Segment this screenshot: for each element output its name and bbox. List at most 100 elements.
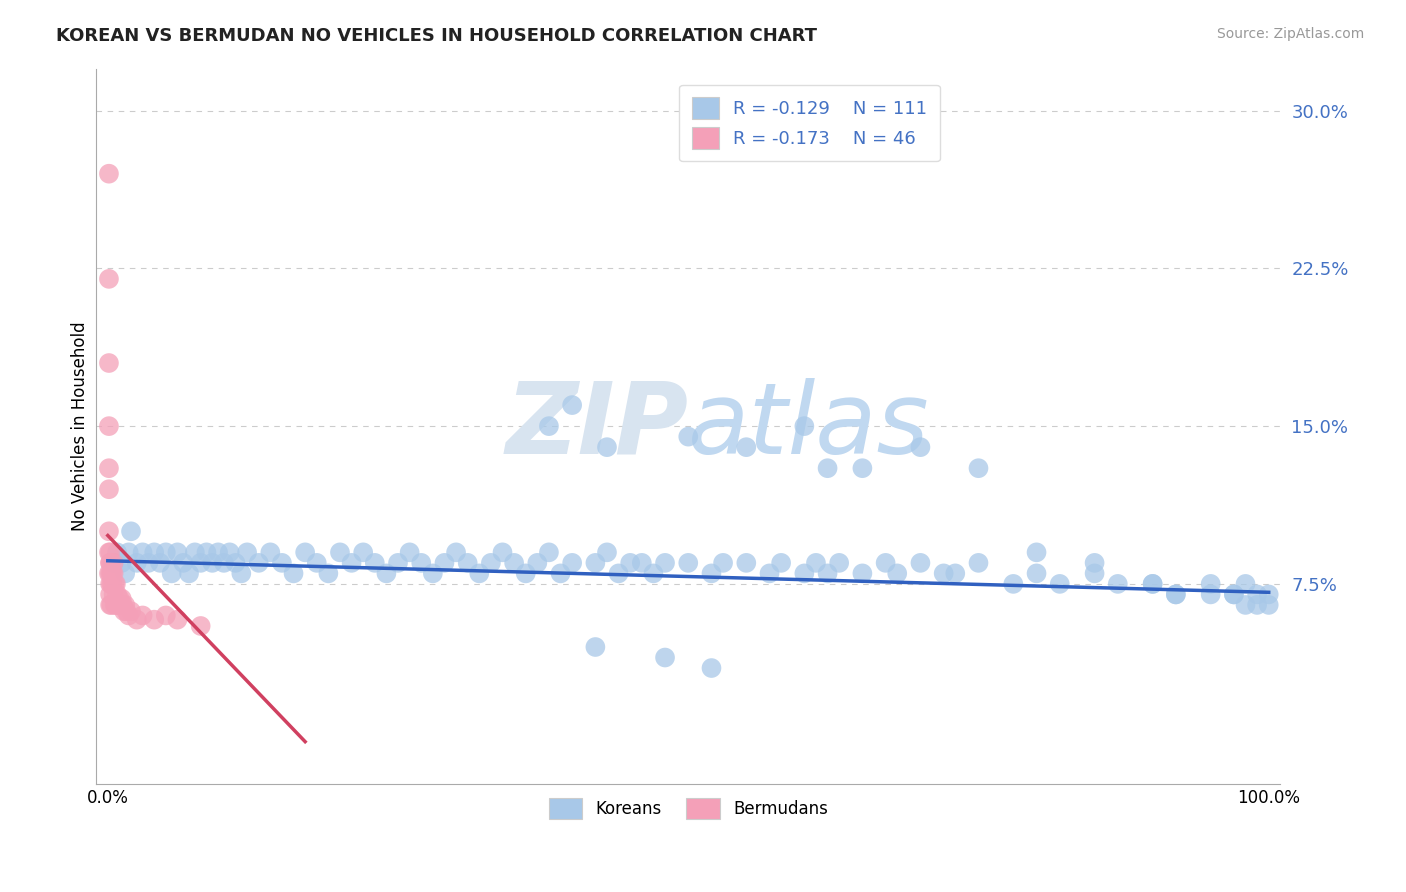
Point — [111, 591, 134, 606]
Text: KOREAN VS BERMUDAN NO VEHICLES IN HOUSEHOLD CORRELATION CHART: KOREAN VS BERMUDAN NO VEHICLES IN HOUSEH… — [56, 27, 817, 45]
Point — [104, 577, 127, 591]
Point — [143, 545, 166, 559]
Point — [1025, 566, 1047, 581]
Point — [103, 556, 125, 570]
Point — [700, 661, 723, 675]
Point — [967, 556, 990, 570]
Point — [1223, 587, 1246, 601]
Point — [817, 566, 839, 581]
Point — [711, 556, 734, 570]
Point — [97, 524, 120, 539]
Point — [100, 556, 122, 570]
Point — [97, 167, 120, 181]
Point — [340, 556, 363, 570]
Point — [387, 556, 409, 570]
Point — [735, 556, 758, 570]
Point — [166, 613, 188, 627]
Point — [700, 566, 723, 581]
Point — [851, 566, 873, 581]
Point — [138, 556, 160, 570]
Point — [118, 545, 141, 559]
Point — [105, 587, 128, 601]
Point — [352, 545, 374, 559]
Point — [98, 556, 121, 570]
Point — [596, 545, 619, 559]
Point — [886, 566, 908, 581]
Point — [259, 545, 281, 559]
Point — [619, 556, 641, 570]
Point — [654, 556, 676, 570]
Point — [166, 545, 188, 559]
Point — [1084, 556, 1107, 570]
Point — [735, 440, 758, 454]
Point — [1049, 577, 1071, 591]
Point — [114, 598, 136, 612]
Point — [1084, 566, 1107, 581]
Text: atlas: atlas — [689, 377, 929, 475]
Point — [247, 556, 270, 570]
Point — [411, 556, 433, 570]
Point — [101, 577, 124, 591]
Point — [118, 608, 141, 623]
Point — [224, 556, 246, 570]
Point — [1164, 587, 1187, 601]
Point — [943, 566, 966, 581]
Point — [537, 545, 560, 559]
Point — [1164, 587, 1187, 601]
Point — [218, 545, 240, 559]
Point — [111, 598, 134, 612]
Point — [1257, 587, 1279, 601]
Point — [97, 272, 120, 286]
Point — [104, 598, 127, 612]
Point — [1002, 577, 1025, 591]
Point — [596, 440, 619, 454]
Point — [271, 556, 294, 570]
Point — [583, 556, 606, 570]
Point — [103, 556, 125, 570]
Text: ZIP: ZIP — [505, 377, 689, 475]
Point — [793, 566, 815, 581]
Point — [398, 545, 420, 559]
Point — [1199, 577, 1222, 591]
Point — [160, 566, 183, 581]
Point — [98, 545, 121, 559]
Legend: Koreans, Bermudans: Koreans, Bermudans — [541, 792, 835, 825]
Point — [1223, 587, 1246, 601]
Point — [1142, 577, 1164, 591]
Point — [967, 461, 990, 475]
Point — [120, 604, 142, 618]
Point — [1199, 587, 1222, 601]
Point — [678, 430, 700, 444]
Point — [515, 566, 537, 581]
Point — [654, 650, 676, 665]
Point — [103, 566, 125, 581]
Point — [422, 566, 444, 581]
Point — [1234, 598, 1257, 612]
Point — [630, 556, 652, 570]
Point — [98, 598, 121, 612]
Point — [503, 556, 526, 570]
Point — [97, 545, 120, 559]
Point — [828, 556, 851, 570]
Y-axis label: No Vehicles in Household: No Vehicles in Household — [72, 321, 89, 531]
Text: Source: ZipAtlas.com: Source: ZipAtlas.com — [1216, 27, 1364, 41]
Point — [97, 419, 120, 434]
Point — [125, 556, 148, 570]
Point — [1246, 598, 1268, 612]
Point — [1025, 545, 1047, 559]
Point — [114, 566, 136, 581]
Point — [305, 556, 328, 570]
Point — [678, 556, 700, 570]
Point — [100, 598, 122, 612]
Point — [104, 598, 127, 612]
Point — [550, 566, 572, 581]
Point — [932, 566, 955, 581]
Point — [131, 545, 153, 559]
Point — [125, 613, 148, 627]
Point — [207, 545, 229, 559]
Point — [100, 577, 122, 591]
Point — [561, 556, 583, 570]
Point — [433, 556, 456, 570]
Point — [1107, 577, 1129, 591]
Point — [643, 566, 665, 581]
